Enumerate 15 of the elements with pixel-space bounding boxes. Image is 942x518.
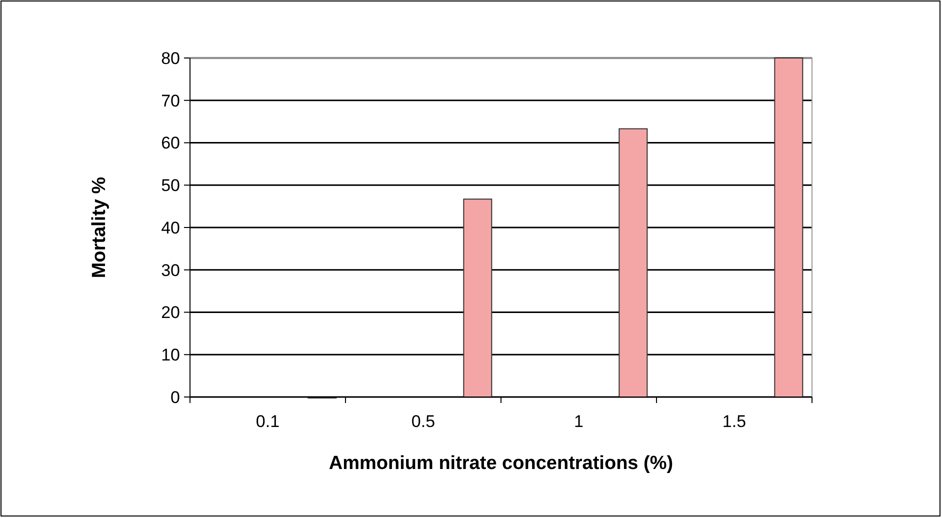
- y-tick-label: 30: [161, 260, 180, 280]
- y-axis-title: Mortality %: [89, 176, 110, 278]
- y-tick-label: 80: [161, 48, 180, 68]
- y-tick-label: 60: [161, 134, 180, 153]
- x-tick-label: 0.1: [256, 412, 280, 431]
- x-axis-title: Ammonium nitrate concentrations (%): [328, 453, 674, 474]
- y-tick-label: 0: [170, 388, 180, 407]
- y-tick-label: 20: [161, 303, 180, 322]
- x-tick-label: 1.5: [722, 412, 746, 431]
- y-tick-label: 50: [161, 176, 180, 196]
- y-tick-label: 40: [161, 218, 180, 238]
- x-tick-label: 1: [574, 412, 584, 431]
- y-tick-label: 70: [161, 91, 180, 110]
- x-tick-label: 0.5: [411, 412, 436, 431]
- y-tick-label: 10: [161, 346, 180, 365]
